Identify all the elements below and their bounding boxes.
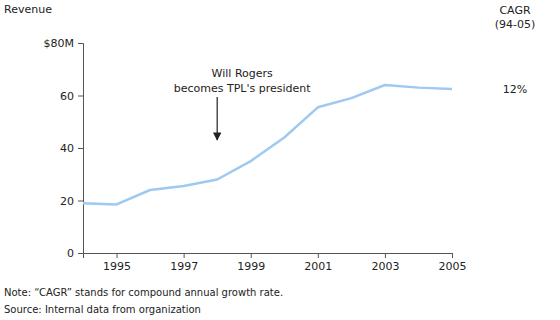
y-tick: 40 bbox=[60, 142, 83, 155]
cagr-title: (94-05) bbox=[495, 18, 536, 31]
y-tick-label: 40 bbox=[60, 142, 74, 155]
x-tick-label: 1999 bbox=[237, 260, 265, 273]
x-tick-label: 1995 bbox=[103, 260, 131, 273]
revenue-line bbox=[83, 85, 452, 204]
y-axis-title: Revenue bbox=[4, 3, 52, 16]
x-axis-line bbox=[84, 254, 453, 259]
x-tick-label: 2003 bbox=[371, 260, 399, 273]
y-axis-line bbox=[78, 44, 84, 254]
y-tick-mark bbox=[78, 253, 83, 254]
y-tick: 0 bbox=[67, 247, 83, 260]
x-tick-mark bbox=[318, 253, 319, 258]
plot-area bbox=[83, 85, 452, 204]
y-tick: $80M bbox=[44, 37, 84, 50]
note: Note: “CAGR” stands for compound annual … bbox=[4, 287, 283, 298]
cagr-value: 12% bbox=[503, 83, 527, 96]
x-tick: 1997 bbox=[170, 253, 198, 273]
x-tick-mark bbox=[184, 253, 185, 258]
cagr-title: CAGR bbox=[499, 4, 531, 17]
x-tick-mark bbox=[117, 253, 118, 258]
x-tick: 2003 bbox=[371, 253, 399, 273]
annotation-arrow bbox=[217, 97, 218, 140]
y-tick-mark bbox=[78, 43, 83, 44]
x-tick-mark bbox=[251, 253, 252, 258]
x-tick-mark bbox=[452, 253, 453, 258]
x-tick: 2005 bbox=[439, 253, 467, 273]
y-axis: 0 20 40 60 $80M bbox=[44, 37, 84, 260]
annotation: Will Rogers becomes TPL's president bbox=[174, 67, 312, 140]
x-tick-label: 2001 bbox=[304, 260, 332, 273]
x-tick-label: 2005 bbox=[439, 260, 467, 273]
annotation-text: Will Rogers bbox=[212, 67, 273, 80]
chart: 0 20 40 60 $80M 1995 1997 1999 2001 2003 2005 Reven… bbox=[0, 0, 560, 320]
annotation-text: becomes TPL's president bbox=[174, 82, 312, 95]
x-axis: 1995 1997 1999 2001 2003 2005 bbox=[84, 253, 467, 273]
y-tick-mark bbox=[78, 96, 83, 97]
y-tick: 20 bbox=[60, 195, 83, 208]
x-tick: 1995 bbox=[103, 253, 131, 273]
y-tick-mark bbox=[78, 201, 83, 202]
y-tick: 60 bbox=[60, 90, 83, 103]
x-tick-label: 1997 bbox=[170, 260, 198, 273]
x-tick-mark bbox=[385, 253, 386, 258]
y-tick-label: 20 bbox=[60, 195, 74, 208]
y-tick-label: 60 bbox=[60, 90, 74, 103]
x-tick: 1999 bbox=[237, 253, 265, 273]
x-tick: 2001 bbox=[304, 253, 332, 273]
y-tick-mark bbox=[78, 148, 83, 149]
y-tick-label: 0 bbox=[67, 247, 74, 260]
y-tick-label: $80M bbox=[44, 37, 75, 50]
source: Source: Internal data from organization bbox=[4, 304, 201, 315]
